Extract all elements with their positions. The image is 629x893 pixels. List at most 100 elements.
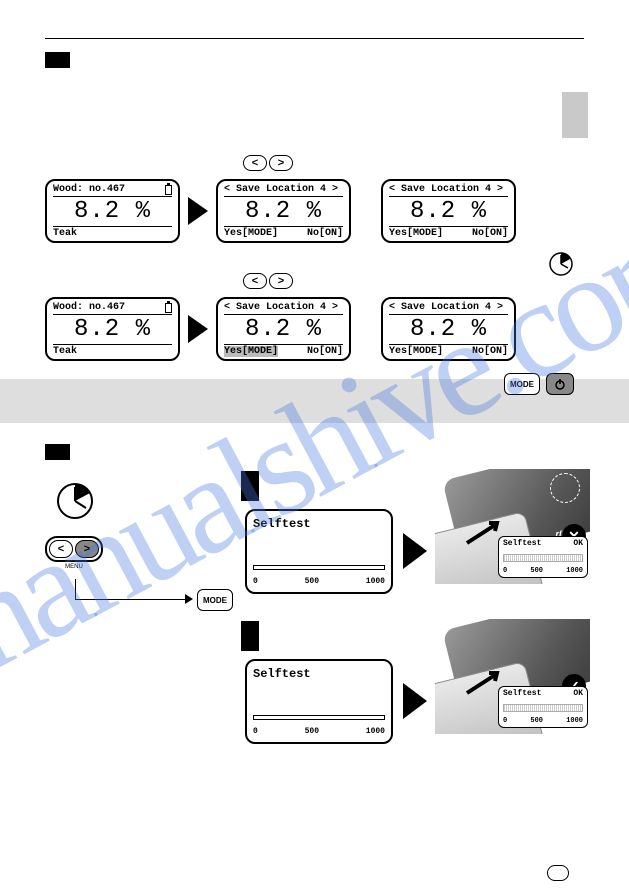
scale-max: 1000 [366,727,385,736]
mini-bar [503,704,583,712]
menu-label: MENU [45,564,103,570]
scale-mid: 500 [305,727,319,736]
device-illustration-fail: rliner ✕ Selftest OK 0 500 1000 [435,469,590,584]
mini-ok: OK [573,689,583,698]
arrow-right-icon [188,197,208,225]
lcd-no: No[ON] [307,228,343,239]
mini-title: Selftest [503,689,541,698]
scale-max: 1000 [566,717,583,725]
section-header [45,51,584,69]
top-rule [45,38,584,39]
selftest-title: Selftest [253,517,385,531]
lcd-row-2: < > Wood: no.467 8.2 % Teak < Save Locat… [45,297,584,361]
selftest-lcd: Selftest 0 500 1000 [245,509,393,594]
battery-icon [165,303,172,313]
lcd-bottom-text: Teak [53,226,172,239]
lcd-value: 8.2 % [389,316,508,343]
device-mini-lcd: Selftest OK 0 500 1000 [498,536,588,578]
nav-left-pill[interactable]: < [243,155,267,171]
lcd-top-line: < Save Location 4 > [224,184,343,197]
lcd-no: No[ON] [472,228,508,239]
lcd-value: 8.2 % [389,198,508,225]
nav-right-pill[interactable]: > [75,540,99,558]
scale-min: 0 [503,717,507,725]
menu-nav: < > [45,536,103,562]
lcd-save-a: < Save Location 4 > 8.2 % Yes[MODE] No[O… [216,179,351,243]
nav-right-pill[interactable]: > [269,155,293,171]
section-marker [45,444,70,460]
probe-arrow-icon [465,519,505,547]
lcd-top-line: < Save Location 4 > [389,302,508,315]
nav-left-pill[interactable]: < [243,273,267,289]
lcd-bottom-line: Yes[MODE] No[ON] [389,226,508,239]
scale-max: 1000 [366,577,385,586]
lcd-top-line: < Save Location 4 > [224,302,343,315]
scale-max: 1000 [566,567,583,575]
lcd-value: 8.2 % [224,316,343,343]
scale-min: 0 [253,727,258,736]
lcd-top-text: < Save Location 4 > [389,184,503,195]
mini-bar [503,554,583,562]
lcd-bottom-text: Teak [53,344,172,357]
power-icon [554,378,566,390]
lcd-wood: Wood: no.467 8.2 % Teak [45,179,180,243]
nav-left-pill[interactable]: < [49,540,73,558]
lcd-yes: Yes[MODE] [389,346,443,357]
lcd-top-text: < Save Location 4 > [224,184,338,195]
nav-pills-row2: < > [243,273,293,289]
mini-title: Selftest [503,539,541,548]
scale-min: 0 [503,567,507,575]
flow-line [75,579,76,599]
step-marker [241,621,259,651]
lcd-top-text: < Save Location 4 > [224,302,338,313]
section-header-2 [45,443,584,461]
page-number [547,865,569,881]
lcd-yes: Yes[MODE] [224,228,278,239]
nav-pills-row1: < > [243,155,293,171]
selftest-title: Selftest [253,667,385,681]
lcd-no: No[ON] [307,346,343,357]
side-tab [562,92,588,138]
selftest-scale: 0 500 1000 [253,727,385,736]
scale-mid: 500 [530,717,543,725]
lcd-value: 8.2 % [53,316,172,343]
device-illustration-pass: ✓ Selftest OK 0 500 1000 [435,619,590,734]
page-container: < > Wood: no.467 8.2 % Teak < Save Locat… [0,0,629,821]
selftest-area: < > MENU MODE Selftest 0 500 1000 [45,461,584,791]
lcd-row-1: < > Wood: no.467 8.2 % Teak < Save Locat… [45,179,584,243]
lcd-save-b: < Save Location 4 > 8.2 % Yes[MODE] No[O… [381,179,516,243]
device-mini-lcd: Selftest OK 0 500 1000 [498,686,588,728]
mini-ok: OK [573,539,583,548]
mode-power-buttons: MODE [504,373,574,395]
mode-button[interactable]: MODE [504,373,540,395]
lcd-top-line: Wood: no.467 [53,302,172,315]
selftest-bar [253,715,385,725]
mode-button[interactable]: MODE [197,589,233,611]
nav-right-pill[interactable]: > [269,273,293,289]
scale-mid: 500 [305,577,319,586]
lcd-top-line: Wood: no.467 [53,184,172,197]
probe-arrow-icon [465,669,505,697]
arrow-right-icon [403,683,427,719]
battery-icon [165,185,172,195]
mini-scale: 0 500 1000 [503,717,583,725]
lcd-top-text: < Save Location 4 > [389,302,503,313]
lcd-wood: Wood: no.467 8.2 % Teak [45,297,180,361]
lcd-top-text: Wood: no.467 [53,302,125,313]
flow-arrow-head [185,594,193,604]
mini-scale: 0 500 1000 [503,567,583,575]
arrow-right-icon [188,315,208,343]
timer-icon [55,481,95,521]
lcd-top-line: < Save Location 4 > [389,184,508,197]
section-marker [45,52,70,68]
step-marker [241,471,259,501]
scale-mid: 500 [530,567,543,575]
power-button[interactable] [546,373,574,395]
lcd-save-a: < Save Location 4 > 8.2 % Yes[MODE] No[O… [216,297,351,361]
lcd-yes: Yes[MODE] [389,228,443,239]
lcd-bottom-line: Yes[MODE] No[ON] [224,344,343,357]
selftest-scale: 0 500 1000 [253,577,385,586]
selftest-controls: < > MENU [45,481,103,570]
lcd-yes-highlight: Yes[MODE] [224,346,278,357]
flow-line [75,599,185,600]
